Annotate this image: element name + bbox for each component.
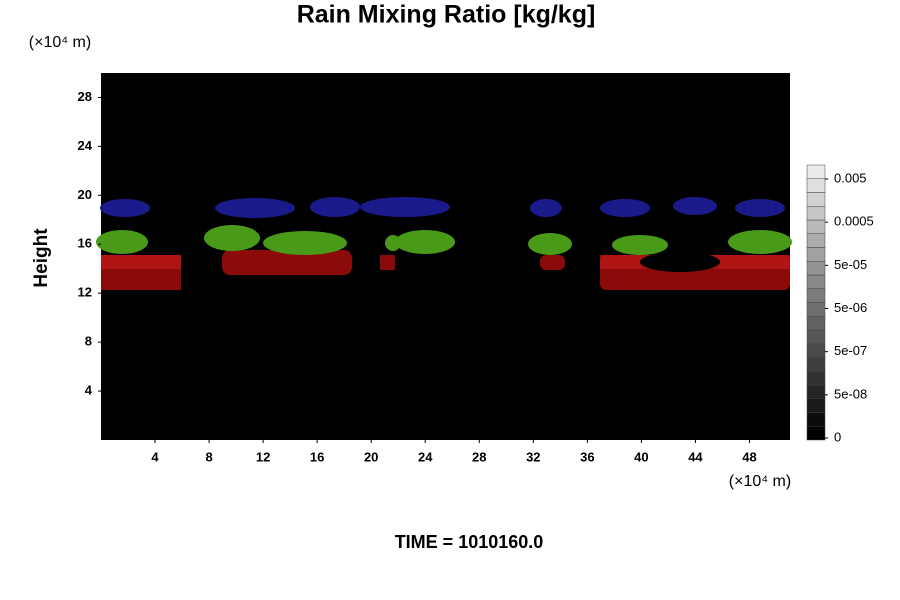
y-unit: (×10⁴ m) [29,34,91,51]
x-tick-label: 48 [742,449,756,464]
colorbar-step [806,343,826,358]
y-tick-label: 4 [85,383,93,398]
colorbar-tick-label: 0.005 [834,170,867,185]
colorbar-tick-label: 5e-07 [834,343,867,358]
colorbar-step [806,426,826,441]
y-tick-label: 20 [78,187,92,202]
colorbar-tick-label: 0.0005 [834,214,874,229]
y-tick-label: 28 [78,89,92,104]
colorbar-step [806,206,826,221]
x-tick-label: 40 [634,449,648,464]
colorbar-step [806,329,826,344]
colorbar-step [806,398,826,413]
colorbar-step [806,288,826,303]
colorbar-step [806,247,826,262]
x-tick-label: 8 [205,449,212,464]
x-tick-label: 28 [472,449,486,464]
colorbar-step [806,261,826,276]
x-tick-label: 32 [526,449,540,464]
colorbar-step [806,371,826,386]
colorbar-step [806,233,826,248]
x-tick-label: 12 [256,449,270,464]
y-axis-label: Height [31,228,52,288]
colorbar-tick-label: 5e-05 [834,257,867,272]
x-unit: (×10⁴ m) [729,473,791,490]
y-tick-label: 8 [85,334,92,349]
colorbar-step [806,178,826,193]
colorbar-step [806,412,826,427]
chart-title: Rain Mixing Ratio [kg/kg] [297,1,596,29]
x-tick-label: 36 [580,449,594,464]
x-tick-label: 4 [151,449,159,464]
y-tick-label: 12 [78,285,92,300]
x-tick-label: 16 [310,449,324,464]
colorbar-step [806,192,826,207]
footer: TIME = 1010160.0 [395,532,544,552]
colorbar-step [806,274,826,289]
y-tick-label: 24 [78,138,93,153]
colorbar-step [806,316,826,331]
colorbar-step [806,357,826,372]
x-tick-label: 44 [688,449,703,464]
colorbar-step [806,164,826,179]
colorbar-step [806,384,826,399]
colorbar-step [806,219,826,234]
colorbar-tick-label: 5e-08 [834,386,867,401]
x-tick-label: 20 [364,449,378,464]
colorbar-tick-label: 0 [834,429,841,444]
x-tick-label: 24 [418,449,433,464]
colorbar-step [806,302,826,317]
y-tick-label: 16 [78,236,92,251]
field-image [96,197,792,290]
colorbar-tick-label: 5e-06 [834,300,867,315]
